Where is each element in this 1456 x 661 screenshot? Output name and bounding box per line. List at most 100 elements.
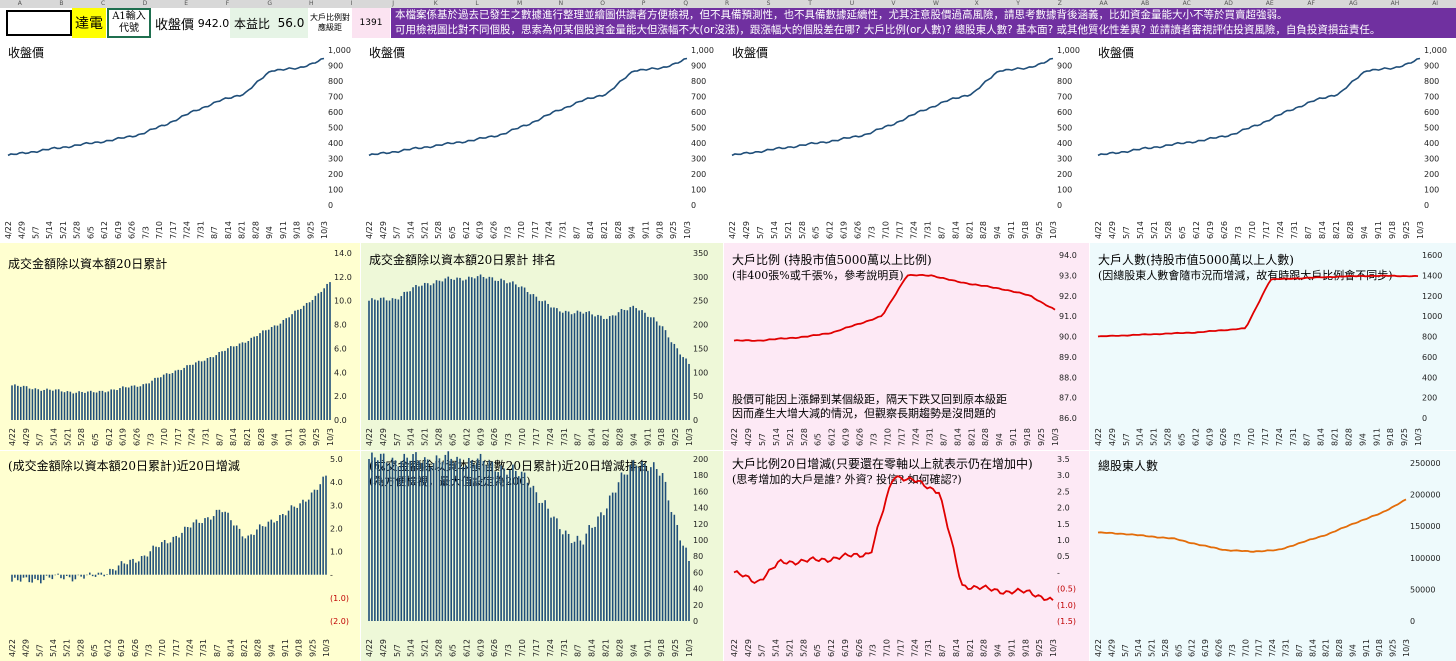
column-letter[interactable]: F: [225, 0, 230, 7]
x-tick-label: 8/28: [1335, 639, 1344, 657]
column-letter[interactable]: M: [517, 0, 523, 7]
x-tick-label: 8/14: [952, 639, 961, 657]
bar: [258, 524, 261, 575]
column-letter[interactable]: AH: [1390, 0, 1400, 7]
x-tick-label: 7/17: [1255, 639, 1264, 657]
bar: [506, 474, 508, 621]
y-tick-label: 600: [1422, 353, 1437, 362]
column-letter[interactable]: Z: [1057, 0, 1062, 7]
shareholder-count-chart[interactable]: 總股東人數 0 50000 100000 150000 200000 250000 4/22…: [1090, 451, 1456, 661]
bar: [526, 482, 529, 621]
column-letter[interactable]: A: [17, 0, 22, 7]
column-letter[interactable]: N: [558, 0, 564, 7]
x-tick-label: 6/26: [1220, 221, 1229, 239]
chart-subtitle: (因總股東人數會隨市況而增減，故有時跟大戶比例會不同步): [1098, 269, 1393, 282]
holder-change-chart[interactable]: 大戶比例20日增減(只要還在零軸以上就表示仍在增加中) (思考增加的大戶是誰? …: [724, 451, 1089, 661]
bar: [470, 277, 473, 420]
column-letter[interactable]: I: [350, 0, 353, 7]
column-letter[interactable]: G: [267, 0, 273, 7]
price-chart-1[interactable]: 收盤價 0 100 200 300 400 500 600 700 800 900 1,000 4/2…: [0, 38, 360, 243]
column-letter[interactable]: W: [933, 0, 939, 7]
price-chart-4[interactable]: 收盤價 0 100 200 300 400 500 600 700 800 900 1,000 4/2…: [1090, 38, 1456, 243]
bar: [520, 286, 523, 420]
y-tick-label: 89.0: [1059, 353, 1077, 362]
x-tick-label: 8/14: [586, 221, 595, 239]
column-letter[interactable]: V: [891, 0, 896, 7]
column-letter[interactable]: AF: [1307, 0, 1315, 7]
bar: [114, 570, 117, 575]
price-chart-3[interactable]: 收盤價 0 100 200 300 400 500 600 700 800 900 1,000 4/2…: [724, 38, 1089, 243]
y-tick-label: 200: [1057, 170, 1072, 179]
column-letter[interactable]: J: [392, 0, 394, 7]
bar: [453, 462, 455, 621]
column-letter[interactable]: U: [849, 0, 855, 7]
holder-ratio-chart[interactable]: 大戶比例 (持股市值5000萬以上比例) (非400張%或千張%，參考說明頁) …: [724, 243, 1089, 450]
turnover20-rank-chart[interactable]: 成交金額除以資本額20日累計 排名 0 50 100 150 200 250 300 350 4…: [361, 243, 723, 450]
y-tick-label: 150000: [1410, 522, 1441, 531]
bar: [140, 556, 143, 575]
x-tick-label: 7/10: [158, 639, 167, 657]
y-tick-label: 0.0: [334, 416, 347, 425]
column-letter[interactable]: Y: [1016, 0, 1020, 7]
column-letter[interactable]: L: [475, 0, 479, 7]
column-letter[interactable]: T: [808, 0, 812, 7]
turnover20-chart[interactable]: 成交金額除以資本額20日累計 0.0 2.0 4.0 6.0 8.0 10.0 12.0 14…: [0, 243, 360, 450]
bar: [514, 284, 517, 420]
y-tick-label: 900: [328, 62, 343, 71]
turnover-change-chart[interactable]: (成交金額除以資本額20日累計)近20日增減 (2.0) (1.0) - 1.0 2.0…: [0, 451, 360, 661]
bar: [667, 500, 670, 621]
column-letter[interactable]: AG: [1349, 0, 1358, 7]
bar: [529, 294, 532, 420]
column-letter[interactable]: H: [309, 0, 314, 7]
bar: [679, 540, 681, 621]
bar: [623, 474, 626, 621]
bar: [532, 294, 535, 420]
bar: [579, 540, 582, 621]
turnover-change-rank-chart[interactable]: (成交金額除以資本額倍數20日累計)近20日增減排名 (為方便檢視，最大值設定為…: [361, 451, 723, 661]
column-letter[interactable]: AI: [1432, 0, 1439, 7]
bar: [576, 535, 579, 621]
x-tick-label: 6/12: [828, 428, 837, 446]
x-tick-label: 6/19: [476, 639, 485, 657]
info-bar: 達電 A1輸入代號 收盤價 942.0 本益比 56.0 大戶比例對應級距 13…: [0, 8, 1456, 38]
column-letter[interactable]: AE: [1265, 0, 1274, 7]
bar: [113, 389, 115, 420]
x-tick-label: 9/18: [1386, 428, 1395, 446]
bar: [109, 568, 111, 575]
bar: [19, 386, 22, 420]
column-letter[interactable]: P: [641, 0, 646, 7]
holder-count-chart[interactable]: 大戶人數(持股市值5000萬以上人數) (因總股東人數會隨市況而增減，故有時跟大…: [1090, 243, 1456, 450]
column-letter[interactable]: AD: [1224, 0, 1233, 7]
bar: [28, 388, 31, 420]
column-letter[interactable]: S: [766, 0, 771, 7]
x-tick-label: 8/21: [240, 639, 249, 657]
bar: [570, 543, 573, 621]
column-letter[interactable]: O: [600, 0, 605, 7]
column-letter[interactable]: AB: [1141, 0, 1150, 7]
x-tick-label: 7/24: [183, 221, 192, 239]
chart-svg: 0 100 200 300 400 500 600 700 800 900 1,000 4/22 4/2…: [728, 46, 1080, 239]
x-tick-label: 4/22: [365, 639, 374, 657]
column-letter[interactable]: R: [725, 0, 730, 7]
x-tick-label: 9/25: [671, 428, 680, 446]
column-letter[interactable]: D: [142, 0, 148, 7]
bar: [43, 389, 45, 420]
x-tick-label: 8/28: [979, 221, 988, 239]
x-tick-label: 9/18: [657, 428, 666, 446]
price-chart-2[interactable]: 收盤價 0 100 200 300 400 500 600 700 800 900 1,000 4/2…: [361, 38, 723, 243]
column-letter[interactable]: B: [59, 0, 64, 7]
column-letter[interactable]: C: [101, 0, 106, 7]
stock-code-input[interactable]: [6, 10, 72, 36]
bar: [180, 370, 183, 420]
x-tick-label: 9/4: [994, 644, 1003, 657]
bar: [629, 307, 632, 420]
bar: [620, 472, 623, 621]
column-letter[interactable]: Q: [683, 0, 689, 7]
column-letter[interactable]: AC: [1182, 0, 1191, 7]
bar: [69, 391, 72, 420]
column-letter[interactable]: K: [433, 0, 438, 7]
disclaimer-notice: 本檔案係基於過去已發生之數據進行整理並繪圖供讀者方便檢視，但不具備預測性，也不具…: [391, 8, 1456, 38]
column-letter[interactable]: X: [974, 0, 979, 7]
column-letter[interactable]: AA: [1099, 0, 1108, 7]
column-letter[interactable]: E: [184, 0, 188, 7]
